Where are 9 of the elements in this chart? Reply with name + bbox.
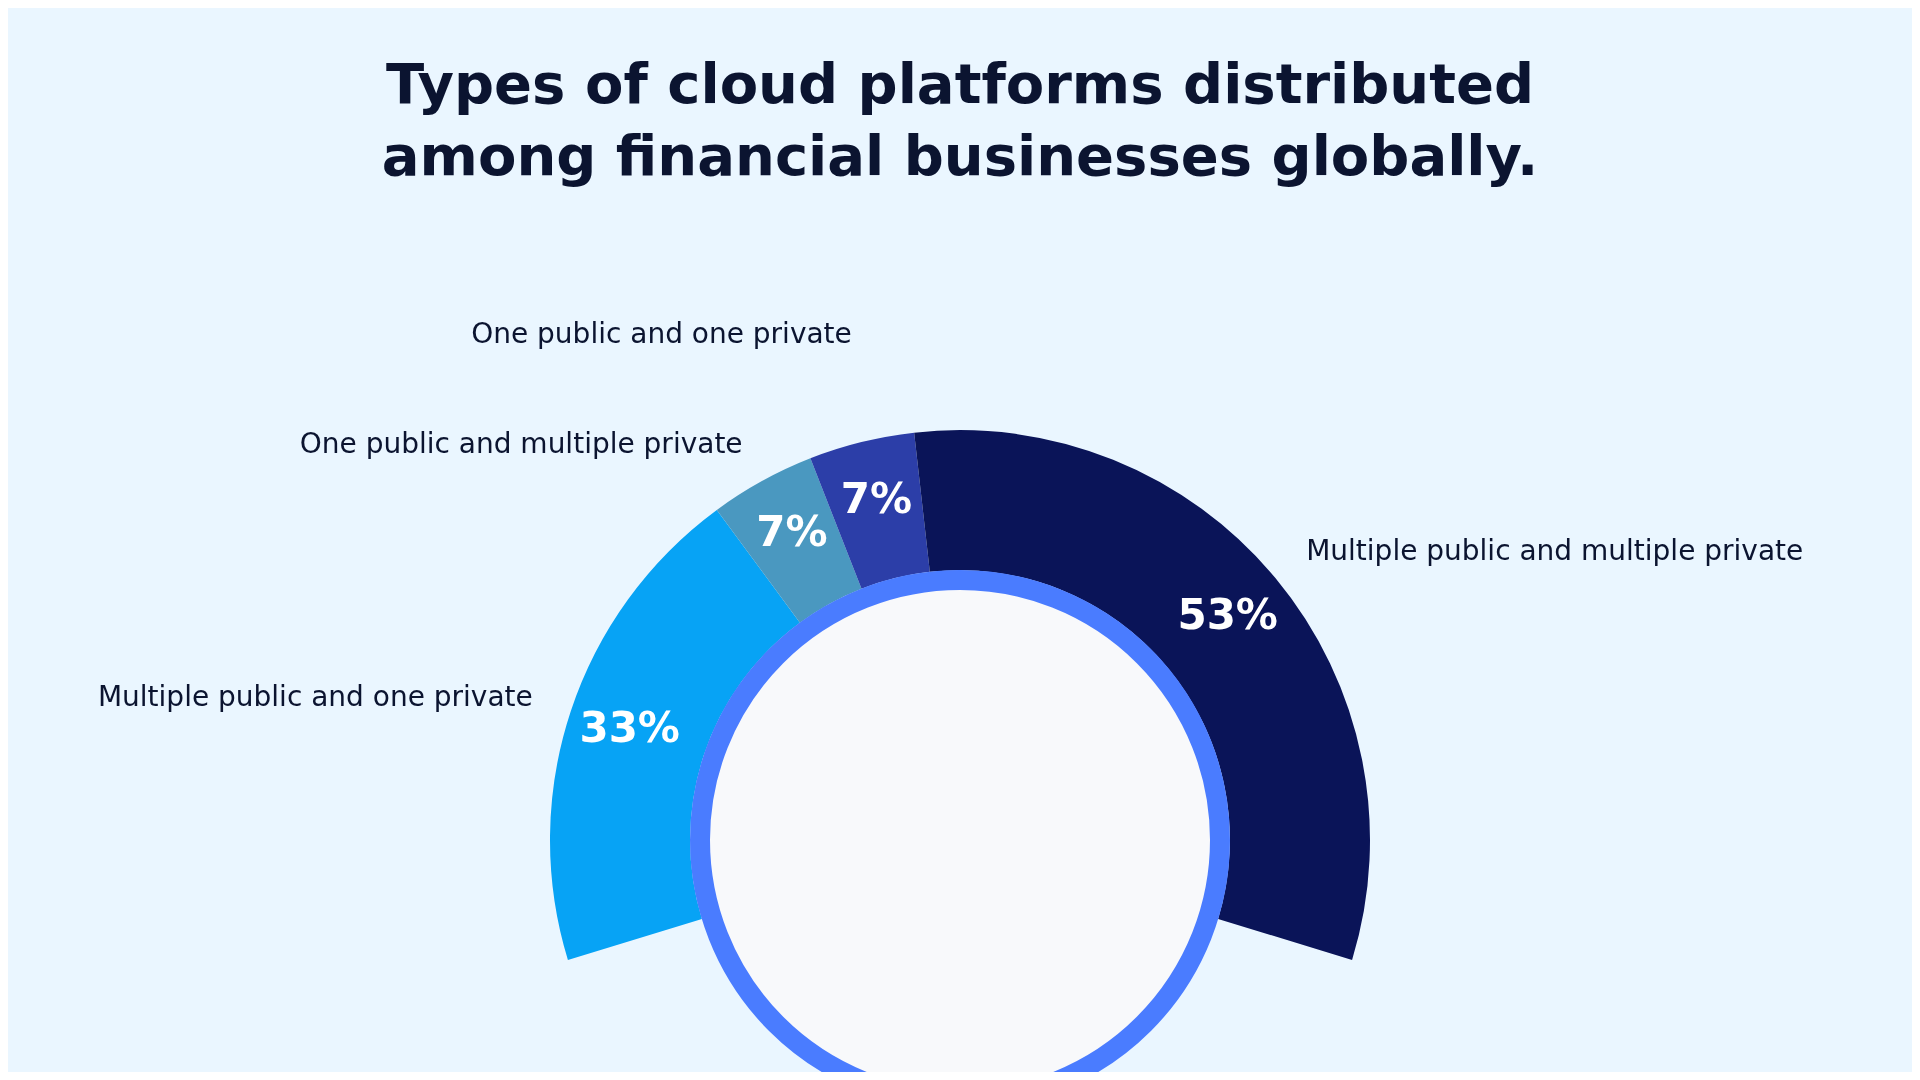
data-label: 53% (1177, 589, 1278, 639)
data-label: 7% (840, 474, 913, 524)
slice-label: Multiple public and multiple private (1306, 533, 1804, 567)
chart-title: Types of cloud platforms distributed among financial businesses globally. (380, 50, 1540, 190)
data-label: 7% (756, 507, 828, 557)
data-label: 33% (579, 702, 680, 752)
slice-label: Multiple public and one private (97, 679, 533, 713)
slice-label: One public and one private (471, 317, 852, 351)
slice-label: One public and multiple private (299, 427, 743, 461)
